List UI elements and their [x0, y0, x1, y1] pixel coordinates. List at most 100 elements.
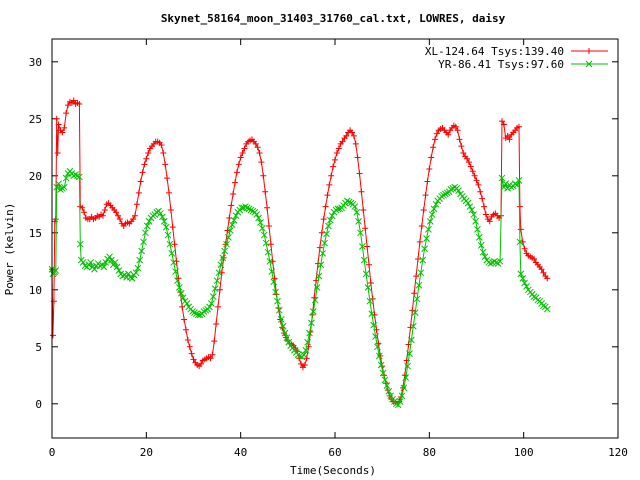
data-point [406, 350, 413, 357]
data-point [458, 143, 465, 150]
data-point [209, 293, 217, 300]
data-point [260, 231, 268, 239]
data-point [500, 183, 508, 191]
y-tick-label: 5 [35, 341, 42, 354]
data-point [332, 156, 338, 163]
data-point [143, 155, 150, 162]
data-point [134, 264, 142, 272]
data-point [423, 235, 430, 242]
data-point [426, 165, 433, 172]
data-point [213, 321, 220, 327]
data-point [452, 123, 459, 130]
x-tick-label: 60 [328, 446, 341, 459]
data-point [65, 102, 72, 109]
data-point [153, 208, 161, 216]
data-point [208, 300, 215, 307]
data-point [164, 231, 172, 239]
data-point [515, 177, 523, 184]
data-point [521, 245, 528, 252]
y-tick-label: 0 [35, 398, 42, 411]
data-point [169, 224, 176, 231]
data-point [339, 138, 346, 145]
data-point [481, 203, 488, 210]
data-point [428, 211, 436, 218]
data-point [298, 360, 305, 367]
x-tick-label: 120 [608, 446, 628, 459]
data-point [219, 254, 227, 262]
data-point [438, 192, 445, 200]
data-point [301, 362, 308, 369]
data-point [433, 130, 440, 137]
chart-title: Skynet_58164_moon_31403_31760_cal.txt, L… [161, 12, 506, 25]
data-point [165, 189, 172, 196]
data-point [125, 270, 132, 278]
data-point [101, 207, 108, 213]
data-point [425, 226, 432, 233]
x-tick-label: 100 [514, 446, 534, 459]
data-point [504, 132, 511, 139]
data-point [168, 249, 176, 257]
data-point [211, 338, 218, 345]
data-point [142, 229, 149, 237]
data-point [59, 129, 66, 136]
data-point [133, 201, 140, 208]
data-point [358, 188, 365, 195]
data-point [479, 195, 486, 202]
data-point [415, 281, 423, 289]
data-point [296, 352, 304, 360]
data-point [79, 259, 87, 266]
data-point [264, 248, 272, 256]
y-tick-label: 25 [29, 113, 42, 126]
data-point [543, 305, 551, 313]
data-point [455, 187, 462, 194]
data-point [55, 121, 62, 128]
data-point [49, 332, 56, 339]
data-point [318, 229, 325, 236]
data-point [277, 316, 285, 323]
data-point [332, 206, 340, 214]
data-point [469, 168, 476, 175]
data-point [540, 269, 547, 276]
data-point [255, 214, 262, 222]
data-point [132, 269, 140, 277]
data-point [504, 184, 511, 192]
legend-swatch-marker [585, 60, 593, 68]
data-point [189, 308, 196, 315]
data-point [268, 268, 276, 275]
data-point [128, 275, 136, 282]
data-point [415, 256, 422, 263]
data-point [486, 218, 493, 225]
data-point [477, 188, 484, 195]
data-point [139, 169, 146, 176]
data-point [226, 227, 234, 234]
data-point [502, 180, 510, 188]
data-point [366, 297, 374, 305]
x-tick-label: 20 [140, 446, 153, 459]
data-point [138, 247, 145, 255]
data-point [211, 285, 219, 293]
data-point [300, 351, 308, 359]
data-point [465, 159, 472, 166]
data-point [264, 204, 271, 211]
data-point [313, 284, 321, 291]
data-point [245, 205, 253, 213]
data-point [387, 392, 395, 400]
data-point [182, 326, 189, 333]
data-point [360, 256, 368, 264]
data-point [225, 234, 232, 241]
data-point [213, 277, 221, 285]
data-point [267, 241, 274, 248]
data-point [200, 308, 208, 315]
data-point [270, 278, 278, 286]
data-point [74, 172, 81, 180]
data-point [232, 179, 239, 186]
data-point [517, 226, 524, 233]
data-point [228, 221, 236, 229]
data-point [396, 398, 404, 405]
data-point [179, 294, 187, 302]
data-point [256, 150, 263, 156]
data-point [430, 144, 437, 151]
data-point [218, 269, 225, 276]
data-point [221, 247, 228, 255]
data-point [445, 131, 452, 138]
